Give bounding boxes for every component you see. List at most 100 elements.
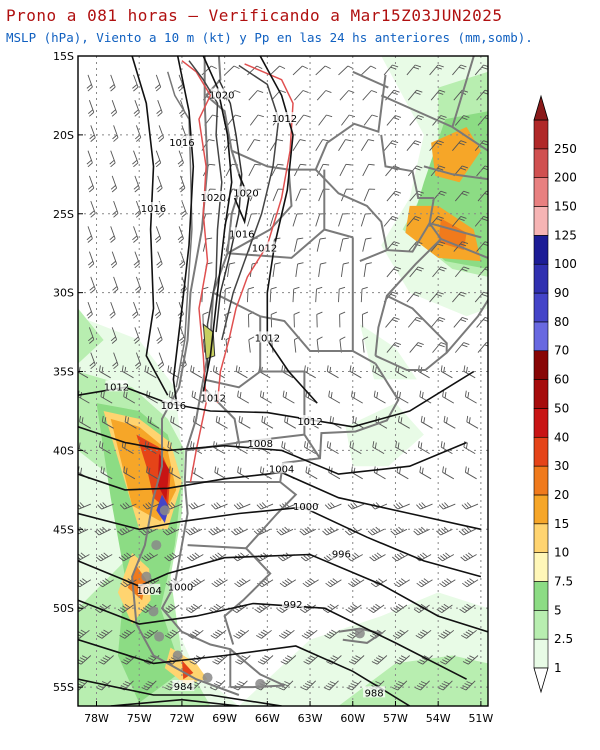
- wind-barb: [88, 251, 95, 269]
- wind-barb: [86, 150, 93, 168]
- wind-barb: [212, 655, 228, 665]
- wind-barb: [269, 286, 277, 303]
- isobar: [78, 506, 482, 578]
- wind-barb: [415, 629, 432, 639]
- wind-barb: [315, 286, 323, 303]
- wind-barb: [414, 680, 430, 691]
- wind-barb: [142, 629, 158, 639]
- border-line: [338, 627, 384, 644]
- wind-barb: [413, 526, 430, 536]
- wind-barb: [179, 251, 186, 269]
- wind-barb: [459, 603, 476, 613]
- wind-barb: [458, 526, 476, 536]
- colorbar-label: 7.5: [554, 575, 573, 589]
- wind-barb: [121, 655, 137, 665]
- border-line: [229, 648, 285, 689]
- wind-barb: [144, 365, 157, 379]
- wind-barb: [109, 226, 116, 243]
- lat-tick-label: 35S: [53, 366, 74, 379]
- wind-barb: [154, 150, 162, 168]
- wind-barb: [191, 390, 204, 404]
- wind-barb: [368, 603, 385, 613]
- wind-barb: [133, 327, 140, 344]
- colorbar-label: 90: [554, 286, 569, 300]
- wind-barb: [347, 502, 365, 510]
- terrain-patch: [148, 606, 159, 617]
- wind-barb: [318, 262, 327, 277]
- wind-barb: [117, 526, 134, 536]
- wind-barb: [89, 125, 96, 142]
- wind-barb: [295, 114, 310, 126]
- isobar-label: 1016: [169, 138, 194, 149]
- wind-barb: [430, 316, 446, 328]
- wind-barb: [112, 352, 119, 370]
- wind-barb: [462, 655, 479, 665]
- wind-barb: [141, 680, 157, 691]
- border-line: [380, 134, 434, 199]
- wind-barb: [78, 502, 91, 510]
- isobar-label-bg: [202, 391, 225, 403]
- wind-barb: [235, 655, 251, 665]
- wind-barb: [362, 336, 369, 353]
- wind-barb: [429, 64, 444, 76]
- isobar: [131, 56, 169, 396]
- wind-barb: [316, 311, 323, 328]
- wind-barb: [95, 552, 113, 562]
- wind-barb: [391, 603, 408, 613]
- wind-barb: [326, 441, 339, 454]
- wind-barb: [112, 200, 119, 218]
- wind-barb: [348, 578, 365, 588]
- wind-barb: [256, 629, 272, 639]
- wind-barb: [318, 114, 333, 126]
- wind-barb: [438, 502, 456, 510]
- colorbar-swatch: [533, 148, 549, 178]
- wind-barb: [109, 74, 116, 92]
- isobar-label-bg: [234, 186, 257, 198]
- wind-barb: [323, 680, 339, 691]
- border-line: [359, 249, 388, 263]
- wind-barb: [363, 188, 376, 202]
- wind-barb: [362, 90, 378, 101]
- wind-barb: [185, 526, 203, 536]
- isobar-label-bg: [253, 241, 276, 253]
- border-line: [187, 544, 247, 550]
- border-line: [352, 70, 389, 89]
- lat-tick-label: 25S: [53, 208, 74, 221]
- wind-barb: [154, 74, 162, 92]
- wind-barb: [348, 655, 365, 665]
- terrain-contour: [181, 60, 212, 483]
- colorbar-label: 20: [554, 488, 569, 502]
- wind-barb: [372, 365, 385, 379]
- wind-barb: [386, 190, 402, 202]
- wind-barb: [100, 466, 113, 480]
- isobar-label-bg: [230, 227, 253, 239]
- lon-tick-label: 57W: [383, 712, 408, 725]
- border-line: [260, 370, 321, 459]
- wind-barb: [233, 502, 251, 510]
- colorbar-swatch: [533, 206, 549, 236]
- wind-barb: [474, 64, 488, 76]
- wind-barb: [367, 526, 385, 536]
- wind-barb: [162, 526, 180, 536]
- wind-barb: [397, 415, 410, 429]
- wind-barb: [452, 140, 467, 151]
- precip-area: [181, 660, 194, 680]
- precip-area: [438, 218, 467, 251]
- wind-barb: [177, 150, 184, 168]
- wind-barb: [442, 466, 455, 480]
- colorbar-swatch: [533, 436, 549, 467]
- wind-barb: [189, 655, 206, 665]
- wind-barb: [339, 311, 346, 328]
- border-line: [429, 222, 482, 239]
- wind-barb: [164, 629, 181, 639]
- colorbar-swatch: [533, 610, 549, 640]
- wind-barb: [295, 188, 307, 202]
- colorbar-label: 2.5: [554, 632, 573, 646]
- terrain-high-peak: [202, 323, 216, 360]
- wind-barb: [248, 90, 264, 101]
- isobar-label: 1008: [247, 439, 272, 450]
- wind-barb: [345, 603, 362, 613]
- wind-barb: [437, 552, 455, 562]
- lon-tick-label: 66W: [255, 712, 280, 725]
- isobar-label-bg: [169, 580, 192, 592]
